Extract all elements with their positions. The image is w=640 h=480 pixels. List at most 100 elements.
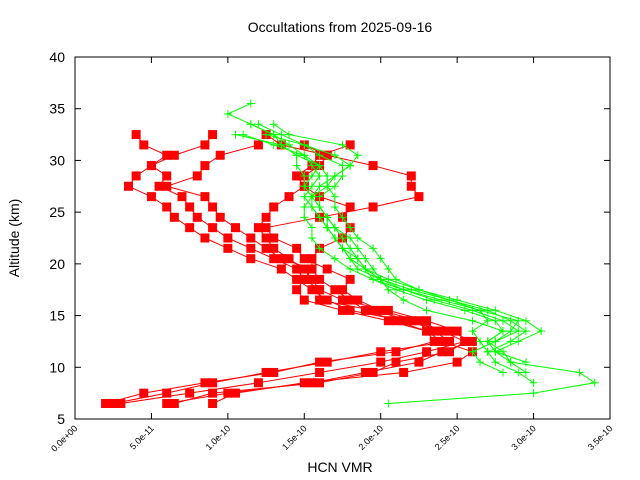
data-point-plus	[506, 316, 515, 325]
y-axis-label: Altitude (km)	[6, 199, 22, 278]
y-tick-label: 15	[49, 308, 65, 324]
data-point-square	[261, 243, 271, 253]
data-point-plus	[330, 151, 339, 160]
data-point-plus	[269, 140, 278, 149]
data-point-square	[445, 336, 454, 346]
data-point-square	[383, 305, 393, 315]
data-point-plus	[307, 192, 316, 201]
data-point-square	[368, 367, 378, 377]
data-point-square	[124, 181, 133, 191]
data-point-square	[231, 388, 240, 398]
y-tick-label: 5	[57, 411, 65, 427]
data-point-square	[208, 378, 218, 388]
data-point-plus	[476, 337, 485, 346]
data-point-square	[414, 192, 424, 202]
data-point-plus	[468, 316, 477, 325]
data-point-plus	[315, 244, 324, 253]
x-tick-label: 0.0e+00	[49, 423, 79, 453]
data-point-square	[391, 347, 401, 357]
data-point-square	[162, 202, 172, 212]
data-point-square	[429, 336, 439, 346]
data-point-plus	[338, 171, 347, 180]
data-point-plus	[384, 399, 393, 408]
data-point-square	[208, 223, 218, 233]
data-point-plus	[353, 254, 362, 263]
series-layer	[101, 99, 599, 408]
data-point-square	[261, 233, 271, 243]
data-point-square	[269, 202, 279, 212]
data-point-plus	[338, 234, 347, 242]
data-point-plus	[307, 202, 316, 211]
data-point-square	[322, 150, 332, 160]
x-tick-label: 2.5e-10	[433, 423, 462, 452]
series-red-3	[124, 130, 477, 408]
data-point-plus	[338, 213, 347, 222]
data-point-plus	[231, 130, 240, 139]
x-tick-label: 5.0e-11	[128, 423, 156, 451]
data-point-plus	[346, 234, 355, 242]
data-point-square	[253, 223, 263, 233]
series-red-4	[208, 140, 477, 408]
data-point-square	[376, 357, 386, 367]
data-point-square	[445, 347, 454, 357]
data-point-plus	[307, 182, 316, 191]
data-point-plus	[323, 223, 332, 232]
data-point-square	[246, 233, 256, 243]
data-point-square	[391, 316, 401, 326]
data-point-square	[185, 223, 195, 233]
data-point-plus	[499, 368, 507, 377]
x-tick-label: 3.5e-10	[586, 423, 615, 452]
data-point-plus	[292, 161, 301, 170]
data-point-plus	[330, 171, 339, 180]
data-point-square	[192, 212, 202, 222]
data-point-square	[307, 254, 317, 264]
data-point-square	[338, 285, 347, 295]
data-point-plus	[491, 347, 500, 356]
data-point-plus	[514, 327, 523, 336]
data-point-square	[368, 161, 378, 171]
data-point-square	[315, 367, 325, 377]
data-point-square	[292, 171, 302, 181]
data-point-square	[200, 192, 210, 202]
data-point-plus	[506, 337, 515, 346]
data-point-square	[406, 181, 416, 191]
data-point-square	[299, 254, 309, 264]
data-point-plus	[369, 275, 378, 284]
series-green-3	[231, 130, 523, 377]
data-point-square	[208, 388, 218, 398]
data-point-square	[208, 398, 218, 408]
data-point-square	[177, 192, 187, 202]
data-point-square	[292, 264, 302, 274]
x-axis-label: HCN VMR	[307, 459, 372, 475]
data-point-square	[108, 398, 118, 408]
data-point-square	[269, 243, 279, 253]
data-point-plus	[460, 306, 469, 315]
data-point-plus	[537, 327, 546, 336]
data-point-square	[208, 202, 218, 212]
data-point-plus	[422, 296, 431, 305]
data-point-plus	[338, 140, 347, 149]
data-point-plus	[300, 151, 309, 160]
y-tick-label: 30	[49, 152, 65, 168]
data-point-square	[391, 357, 401, 367]
data-point-square	[246, 243, 256, 253]
data-point-square	[292, 243, 302, 253]
data-point-square	[269, 254, 279, 264]
series-line	[273, 123, 489, 353]
data-point-square	[162, 398, 172, 408]
data-point-plus	[285, 130, 293, 139]
data-point-plus	[514, 316, 523, 325]
data-point-square	[338, 295, 347, 305]
data-point-plus	[307, 171, 316, 180]
data-point-square	[315, 357, 325, 367]
data-point-square	[131, 130, 141, 140]
data-point-square	[345, 295, 355, 305]
data-point-square	[383, 316, 393, 326]
data-point-plus	[330, 234, 339, 242]
data-point-plus	[300, 192, 309, 201]
data-point-plus	[330, 254, 339, 263]
data-point-square	[452, 357, 462, 367]
data-point-plus	[468, 347, 477, 356]
data-point-square	[146, 161, 156, 171]
data-point-plus	[361, 254, 370, 263]
